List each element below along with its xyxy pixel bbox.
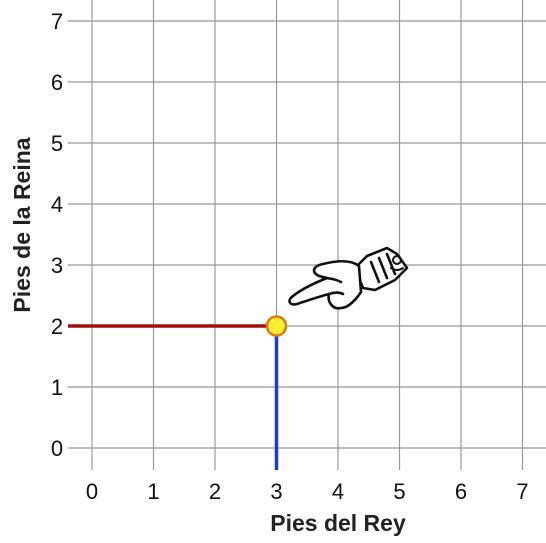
x-tick-label: 3 [270, 479, 282, 504]
y-axis-title: Pies de la Reina [9, 137, 35, 312]
y-tick-label: 4 [51, 192, 63, 217]
x-tick-label: 5 [393, 479, 405, 504]
y-tick-label: 1 [51, 375, 63, 400]
x-tick-label: 0 [86, 479, 98, 504]
x-tick-labels: 0 1 2 3 4 5 6 7 [86, 479, 529, 504]
y-tick-label: 7 [51, 9, 63, 34]
data-point [265, 315, 288, 337]
y-tick-label: 2 [51, 314, 63, 339]
grid [68, 0, 546, 470]
pointing-hand-icon [288, 246, 409, 310]
y-tick-label: 5 [51, 131, 63, 156]
x-axis-title: Pies del Rey [270, 510, 406, 536]
y-tick-labels: 0 1 2 3 4 5 6 7 [51, 9, 63, 461]
y-tick-label: 0 [51, 436, 63, 461]
guide-lines [68, 324, 279, 470]
x-tick-label: 7 [516, 479, 528, 504]
y-tick-label: 3 [51, 253, 63, 278]
x-tick-label: 2 [209, 479, 221, 504]
x-tick-label: 4 [332, 479, 344, 504]
y-tick-label: 6 [51, 70, 63, 95]
x-tick-label: 1 [147, 479, 159, 504]
x-tick-label: 6 [455, 479, 467, 504]
